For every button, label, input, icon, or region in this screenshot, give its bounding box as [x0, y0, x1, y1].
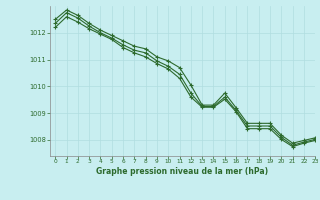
X-axis label: Graphe pression niveau de la mer (hPa): Graphe pression niveau de la mer (hPa): [96, 167, 268, 176]
